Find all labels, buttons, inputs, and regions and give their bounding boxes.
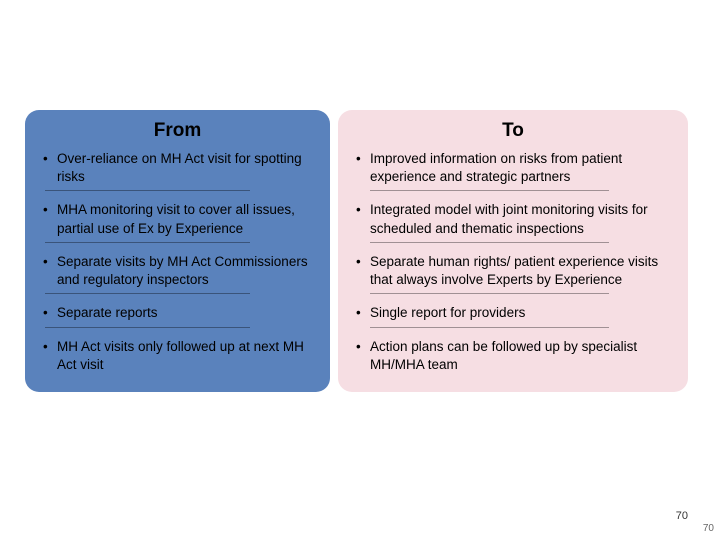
- divider: [370, 242, 609, 243]
- from-item: MH Act visits only followed up at next M…: [41, 338, 314, 374]
- divider: [45, 327, 250, 328]
- from-item: Separate reports: [41, 304, 314, 322]
- to-item: Integrated model with joint monitoring v…: [354, 201, 672, 237]
- to-panel: To Improved information on risks from pa…: [338, 110, 688, 392]
- from-item: Over-reliance on MH Act visit for spotti…: [41, 150, 314, 186]
- to-item: Separate human rights/ patient experienc…: [354, 253, 672, 289]
- divider: [370, 327, 609, 328]
- divider: [45, 190, 250, 191]
- divider: [370, 293, 609, 294]
- page-number: 70: [676, 510, 688, 522]
- to-item: Improved information on risks from patie…: [354, 150, 672, 186]
- from-header: From: [41, 120, 314, 142]
- comparison-container: From Over-reliance on MH Act visit for s…: [0, 0, 720, 412]
- to-item: Action plans can be followed up by speci…: [354, 338, 672, 374]
- from-item: Separate visits by MH Act Commissioners …: [41, 253, 314, 289]
- page-number-corner: 70: [703, 523, 714, 534]
- to-header: To: [354, 120, 672, 142]
- from-panel: From Over-reliance on MH Act visit for s…: [25, 110, 330, 392]
- to-item: Single report for providers: [354, 304, 672, 322]
- divider: [45, 293, 250, 294]
- from-item: MHA monitoring visit to cover all issues…: [41, 201, 314, 237]
- divider: [370, 190, 609, 191]
- divider: [45, 242, 250, 243]
